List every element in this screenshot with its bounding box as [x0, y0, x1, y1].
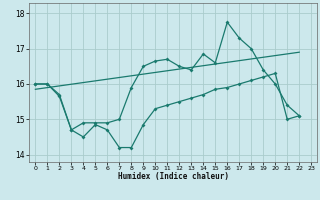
X-axis label: Humidex (Indice chaleur): Humidex (Indice chaleur) — [118, 172, 229, 181]
